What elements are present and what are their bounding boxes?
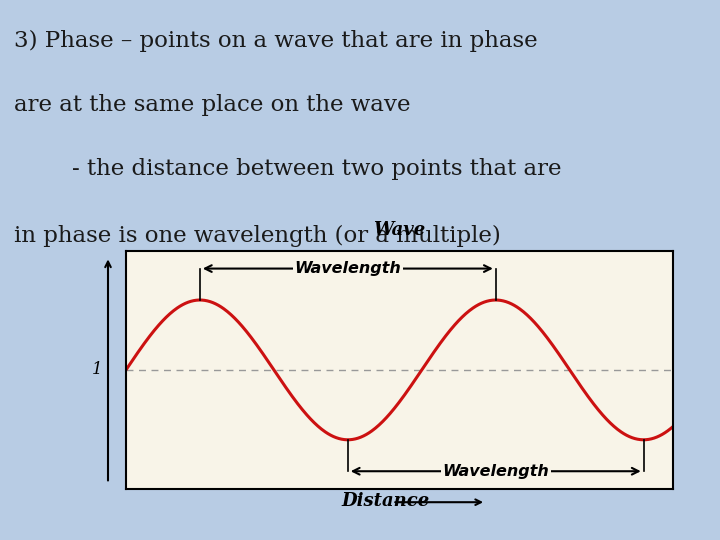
Text: 1: 1	[91, 361, 102, 379]
Text: Wavelength: Wavelength	[442, 464, 549, 479]
Text: 3) Phase – points on a wave that are in phase: 3) Phase – points on a wave that are in …	[14, 30, 538, 52]
Text: Wave: Wave	[374, 221, 426, 239]
Text: in phase is one wavelength (or a multiple): in phase is one wavelength (or a multipl…	[14, 225, 501, 247]
Text: Wavelength: Wavelength	[294, 261, 401, 276]
Text: are at the same place on the wave: are at the same place on the wave	[14, 94, 410, 116]
Text: Distance: Distance	[341, 491, 429, 510]
Text: - the distance between two points that are: - the distance between two points that a…	[14, 158, 562, 180]
